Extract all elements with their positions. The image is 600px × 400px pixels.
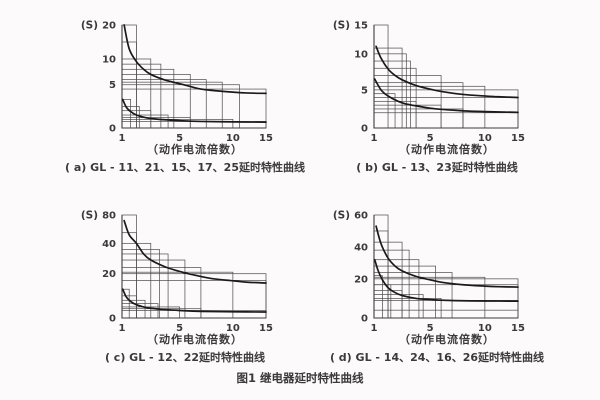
y-tick-label: 60 <box>354 211 368 222</box>
y-tick-label: 0 <box>109 314 116 325</box>
y-tick-label: 20 <box>354 274 368 285</box>
y-tick-label: 0 <box>361 124 368 135</box>
step-band-rect <box>121 24 137 129</box>
y-tick-label: 0 <box>109 124 116 135</box>
x-tick-label: 1 <box>119 133 126 144</box>
step-band-rect <box>373 259 420 319</box>
chart-c: 0 20 40 80 (S) 1 5 10 15 （动作电流倍数） ( c) GL - 12、2… <box>60 200 310 370</box>
x-tick-label: 1 <box>371 323 378 334</box>
y-tick-label: 20 <box>102 269 116 280</box>
y-tick-label: 40 <box>102 239 116 250</box>
chart-a-xaxis-title: （动作电流倍数） <box>147 143 243 156</box>
chart-c-xaxis-title: （动作电流倍数） <box>147 333 243 346</box>
step-band-rect <box>373 275 383 319</box>
chart-d-xaxis-title: （动作电流倍数） <box>399 333 495 346</box>
x-tick-label: 10 <box>478 323 492 334</box>
y-tick-label: 5 <box>361 85 368 96</box>
step-band-rect <box>373 60 411 129</box>
step-band-rect <box>121 99 131 129</box>
chart-c-caption: ( c) GL - 12、22延时特性曲线 <box>104 351 266 364</box>
x-tick-label: 15 <box>511 133 525 144</box>
y-tick-label: 15 <box>354 21 368 32</box>
chart-b: 0 5 10 15 (S) 1 5 10 15 （动作电流倍数） ( b) GL - 13、23… <box>312 10 562 180</box>
x-tick-label: 10 <box>478 133 492 144</box>
step-band-rect <box>373 309 519 319</box>
chart-a-caption: ( a) GL - 11、21、15、17、25延时特性曲线 <box>65 161 305 174</box>
x-tick-label: 10 <box>226 133 240 144</box>
x-tick-label: 10 <box>226 323 240 334</box>
x-tick-label: 5 <box>176 323 183 334</box>
x-tick-label: 5 <box>427 323 434 334</box>
axes <box>121 215 266 319</box>
y-axis-unit-label: (S) <box>333 210 350 222</box>
x-tick-label: 5 <box>427 133 434 144</box>
step-band-rect <box>373 112 519 129</box>
y-tick-label: 10 <box>354 49 368 60</box>
y-tick-label: 0 <box>361 314 368 325</box>
figure-caption: 图1 继电器延时特性曲线 <box>236 371 364 385</box>
x-tick-label: 15 <box>259 133 273 144</box>
chart-b-xaxis-title: （动作电流倍数） <box>399 143 495 156</box>
step-band-rect <box>373 75 442 129</box>
upper-curve <box>123 24 267 95</box>
chart-a: 0 5 10 20 (S) 1 5 10 15 （动作电流倍数） ( a) GL - 11、21… <box>60 10 310 180</box>
upper-curve <box>375 45 519 99</box>
step-band-rect <box>373 249 410 319</box>
lower-curve <box>121 98 267 123</box>
x-tick-label: 15 <box>511 323 525 334</box>
step-band-rect <box>373 53 407 129</box>
upper-curve <box>123 219 267 284</box>
chart-d-caption: ( d) GL - 14、24、16、26延时特性曲线 <box>329 351 545 364</box>
axes <box>121 25 266 129</box>
y-tick-label: 5 <box>109 80 116 91</box>
y-axis-unit-label: (S) <box>333 20 350 32</box>
lower-curve <box>373 258 519 303</box>
y-tick-label: 20 <box>102 21 116 32</box>
axes <box>373 25 518 129</box>
x-tick-label: 1 <box>371 133 378 144</box>
y-tick-label: 10 <box>102 54 116 65</box>
y-axis-unit-label: (S) <box>81 210 98 222</box>
x-tick-label: 15 <box>259 323 273 334</box>
step-band-rect <box>373 85 486 129</box>
lower-curve <box>373 78 519 114</box>
y-tick-label: 80 <box>102 211 116 222</box>
x-tick-label: 1 <box>119 323 126 334</box>
chart-d: 0 20 40 60 (S) 1 5 10 15 （动作电流倍数） ( d) GL - 14、2… <box>312 200 562 370</box>
step-band-rect <box>373 300 519 319</box>
axes <box>373 215 518 319</box>
step-band-rect <box>373 272 453 319</box>
y-axis-unit-label: (S) <box>81 20 98 32</box>
step-band-rect <box>373 108 464 129</box>
chart-b-caption: ( b) GL - 13、23延时特性曲线 <box>356 161 518 174</box>
y-tick-label: 40 <box>354 242 368 253</box>
lower-curve <box>121 288 267 313</box>
upper-curve <box>375 225 519 288</box>
step-band-rect <box>373 298 442 319</box>
x-tick-label: 5 <box>176 133 183 144</box>
